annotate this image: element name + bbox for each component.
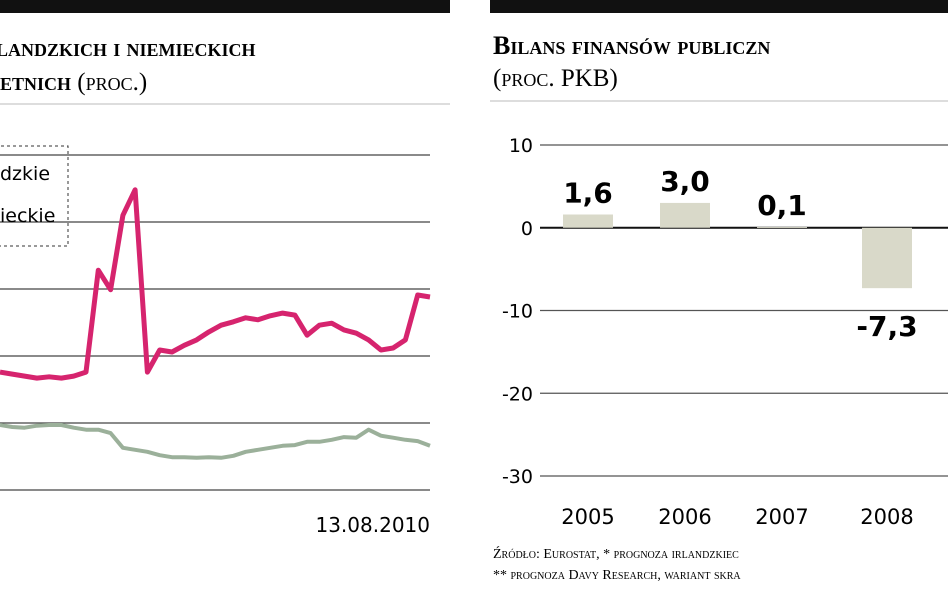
source: ** prognoza Davy Research, wariant skra — [493, 568, 741, 583]
line-series — [0, 187, 431, 381]
value-label: -7,3 — [856, 310, 917, 343]
header-bar — [490, 0, 948, 13]
y-tick-label: 10 — [509, 135, 533, 157]
x-tick-label: 2007 — [755, 505, 808, 529]
y-tick-label: -20 — [502, 383, 533, 405]
bar — [757, 226, 807, 228]
unit: (proc.) — [77, 69, 147, 96]
bar — [660, 202, 710, 228]
chart-title: Bilans finansów publiczn — [493, 31, 770, 60]
bar — [563, 214, 613, 228]
y-tick-label: 0 — [521, 218, 533, 240]
chart-title: landzkich i niemieckich — [0, 35, 256, 62]
x-tick-label: 2005 — [561, 505, 614, 529]
legend-box — [0, 145, 69, 247]
subtitle: etnich — [0, 69, 71, 96]
chart-subtitle: (proc. PKB) — [493, 65, 618, 92]
value-label: 1,6 — [563, 177, 613, 210]
y-tick-label: -30 — [502, 466, 533, 488]
value-label: 0,1 — [757, 189, 807, 222]
y-tick-label: -10 — [502, 301, 533, 323]
source: Źródło: Eurostat, * prognoza irlandzkiec — [493, 545, 739, 562]
bar — [862, 227, 912, 289]
line-series — [0, 423, 431, 460]
x-tick-label: 2008 — [860, 505, 913, 529]
header-bar — [0, 0, 450, 13]
value-label: 3,0 — [660, 165, 710, 198]
date-label: 13.08.2010 — [315, 513, 430, 537]
chart-subtitle: etnich (proc.) — [0, 69, 147, 96]
legend-label: ieckie — [0, 205, 55, 227]
x-tick-label: 2006 — [658, 505, 711, 529]
legend-label: dzkie — [0, 163, 50, 185]
